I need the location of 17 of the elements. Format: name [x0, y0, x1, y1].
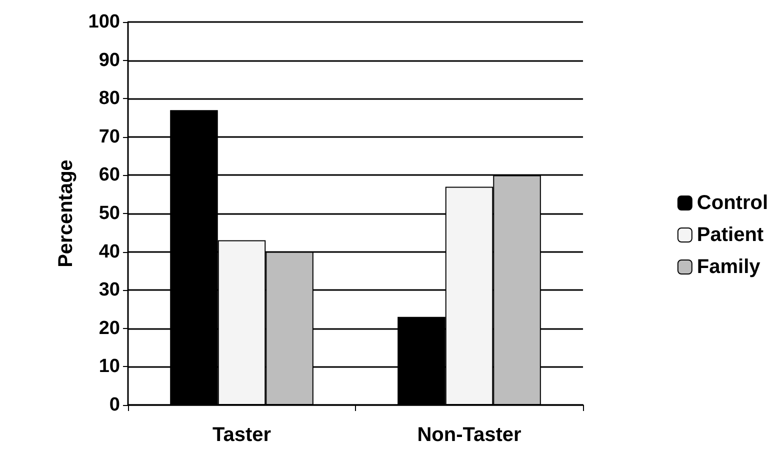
- y-tick-label: 70: [98, 126, 120, 148]
- y-tick-label: 30: [98, 280, 120, 301]
- y-tick-label: 0: [109, 394, 120, 416]
- y-tick-label: 60: [98, 164, 120, 186]
- y-tick-label: 80: [98, 88, 120, 110]
- y-tick-label: 50: [98, 203, 120, 224]
- x-tick-label: Taster: [212, 424, 272, 446]
- y-tick-label: 40: [98, 241, 120, 262]
- y-tick-label: 90: [98, 50, 120, 71]
- legend-label: Control: [696, 192, 768, 214]
- y-tick-label: 100: [88, 12, 120, 32]
- y-tick-label: 20: [98, 318, 120, 339]
- legend-label: Patient: [696, 224, 764, 246]
- y-axis-title: Percentage: [55, 160, 77, 268]
- x-tick-label: Non-Taster: [417, 424, 522, 446]
- legend-label: Family: [696, 256, 762, 278]
- y-tick-label: 10: [98, 356, 120, 378]
